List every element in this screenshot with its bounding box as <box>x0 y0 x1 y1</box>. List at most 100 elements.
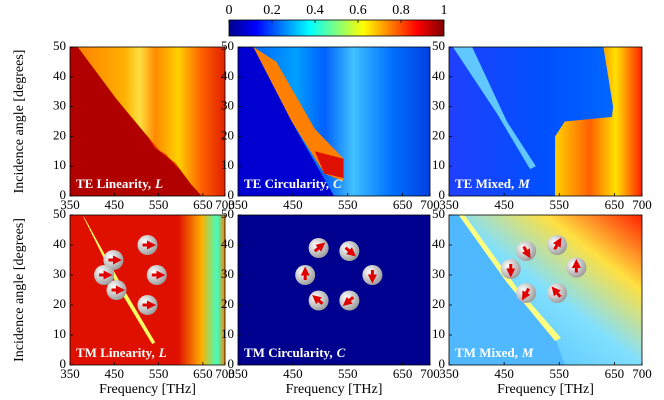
panel-title-text: TM Linearity, <box>76 345 155 360</box>
y-tick-label: 20 <box>53 127 66 142</box>
panel-title-text: TM Mixed, <box>455 345 518 360</box>
panel-title-text: TM Circularity, <box>244 345 333 360</box>
y-tick-label: 30 <box>53 266 66 281</box>
y-tick-label: 10 <box>53 326 66 341</box>
polarization-arrow <box>521 287 531 301</box>
y-tick-label: 40 <box>432 236 445 251</box>
polarization-arrow <box>551 286 562 298</box>
y-tick-label: 50 <box>53 38 66 53</box>
panel-frame <box>448 46 643 197</box>
y-tick-label: 30 <box>53 98 66 113</box>
x-tick-label: 550 <box>338 366 358 381</box>
colorbar-tick-label: 0.8 <box>392 3 410 18</box>
y-tick-label: 40 <box>53 236 66 251</box>
y-tick-label: 50 <box>221 206 234 221</box>
x-axis-label: Frequency [THz] <box>497 382 594 397</box>
y-tick-label: 40 <box>221 236 234 251</box>
x-tick-label: 700 <box>420 366 440 381</box>
panel-title: TE Linearity, L <box>76 176 163 191</box>
heatmap-field <box>147 136 179 170</box>
x-tick-label: 450 <box>494 366 514 381</box>
colorbar-tick-label: 0.6 <box>349 3 367 18</box>
x-tick-label: 650 <box>193 366 213 381</box>
panel-title: TE Circularity, C <box>244 176 342 191</box>
y-tick-label: 20 <box>432 296 445 311</box>
panel-frame <box>69 214 226 366</box>
polarization-arrow <box>342 296 355 306</box>
panel-title: TE Mixed, M <box>455 176 530 191</box>
y-tick-label: 10 <box>432 157 445 172</box>
x-tick-label: 450 <box>494 197 514 212</box>
x-tick-label: 550 <box>550 366 570 381</box>
panel: 350 450 550 650 700 0 10 20 30 40 50 TM Mixed, M Freq… <box>432 206 652 397</box>
x-tick-label: 700 <box>632 197 652 212</box>
x-tick-label: 350 <box>439 366 459 381</box>
y-tick-label: 40 <box>432 68 445 83</box>
x-tick-label: 450 <box>283 366 303 381</box>
x-tick-label: 450 <box>105 366 125 381</box>
polarization-arrow <box>522 245 531 259</box>
x-tick-label: 350 <box>228 197 248 212</box>
panel-title-text: TE Linearity, <box>76 176 151 191</box>
panel-title-text: TE Circularity, <box>244 176 329 191</box>
panel-title-text: TE Mixed, <box>455 176 514 191</box>
polarization-arrow <box>312 295 324 305</box>
y-tick-label: 50 <box>432 206 445 221</box>
x-tick-label: 350 <box>439 197 459 212</box>
y-tick-label: 50 <box>221 38 234 53</box>
x-tick-label: 350 <box>60 197 80 212</box>
colorbar-tick-label: 0 <box>226 3 233 18</box>
y-tick-label: 10 <box>221 157 234 172</box>
x-axis-label: Frequency [THz] <box>286 382 383 397</box>
y-tick-label: 20 <box>221 296 234 311</box>
heatmap-field <box>555 114 642 196</box>
y-tick-label: 0 <box>60 356 67 371</box>
panel: 350 450 550 650 700 0 10 20 30 40 50 TE Circularity… <box>221 38 440 212</box>
y-tick-label: 0 <box>60 187 67 202</box>
y-tick-label: 0 <box>228 187 235 202</box>
x-tick-label: 700 <box>632 366 652 381</box>
heatmap-field <box>452 47 536 170</box>
heatmap-field <box>238 215 430 365</box>
heatmap-field <box>70 47 202 196</box>
colorbar-tick-label: 0.2 <box>263 3 281 18</box>
x-tick-label: 650 <box>605 197 625 212</box>
y-tick-label: 30 <box>432 98 445 113</box>
x-tick-label: 350 <box>228 366 248 381</box>
colorbar-tick-label: 1 <box>441 3 448 18</box>
heatmap-field <box>314 151 344 179</box>
y-tick-label: 0 <box>228 356 235 371</box>
x-tick-label: 700 <box>420 197 440 212</box>
heatmap-field <box>449 215 565 365</box>
y-tick-label: 20 <box>432 127 445 142</box>
panel-title-symbol: L <box>154 176 163 191</box>
x-tick-label: 650 <box>393 197 413 212</box>
x-tick-label: 550 <box>338 197 358 212</box>
panel-title-symbol: M <box>517 176 530 191</box>
panel-title: TM Circularity, C <box>244 345 346 360</box>
panel-title-symbol: C <box>333 176 342 191</box>
x-axis-label: Frequency [THz] <box>99 382 196 397</box>
panel-title-symbol: M <box>521 345 534 360</box>
y-tick-label: 10 <box>432 326 445 341</box>
x-tick-label: 350 <box>60 366 80 381</box>
x-tick-label: 650 <box>393 366 413 381</box>
polarization-arrow <box>552 237 562 251</box>
x-tick-label: 700 <box>215 197 235 212</box>
heatmap-field <box>238 47 334 196</box>
panel-frame <box>448 214 643 366</box>
panel-title: TM Linearity, L <box>76 345 167 360</box>
x-tick-label: 550 <box>149 366 169 381</box>
colorbar-tick-label: 0.4 <box>306 3 324 18</box>
x-tick-label: 450 <box>105 197 125 212</box>
x-tick-label: 650 <box>193 197 213 212</box>
polarization-arrow <box>344 246 356 257</box>
y-axis-label: Incidence angle [degrees] <box>12 218 27 362</box>
y-tick-label: 0 <box>439 356 446 371</box>
panel-frame <box>237 214 431 366</box>
y-tick-label: 40 <box>221 68 234 83</box>
y-tick-label: 30 <box>432 266 445 281</box>
y-tick-label: 40 <box>53 68 66 83</box>
